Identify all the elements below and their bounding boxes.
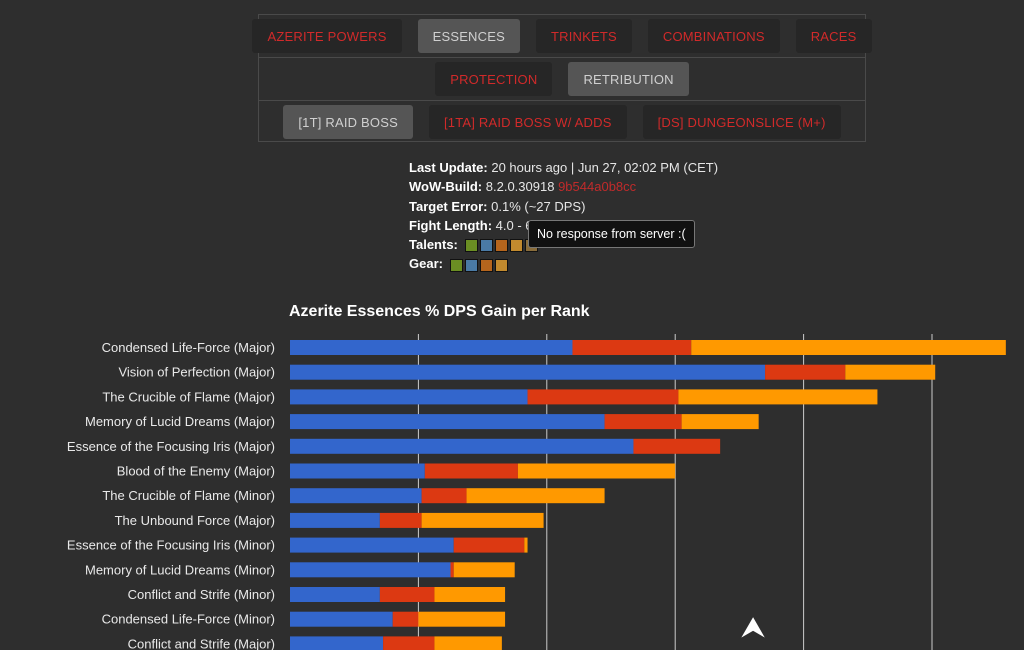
chart-title: Azerite Essences % DPS Gain per Rank <box>289 303 590 320</box>
bar-segment-rank-3[interactable] <box>681 414 759 430</box>
bar-segment-rank-2[interactable] <box>379 512 422 528</box>
bar-segment-rank-2[interactable] <box>453 537 525 553</box>
bar-segment-rank-1[interactable] <box>290 364 766 380</box>
scroll-to-top-icon[interactable]: ⮝ <box>742 612 765 642</box>
bar-segment-rank-3[interactable] <box>678 389 878 405</box>
category-label: Condensed Life-Force (Major) <box>102 340 275 355</box>
bar-segment-rank-3[interactable] <box>845 364 936 380</box>
chart-category-labels: Condensed Life-Force (Major) Vision of Pe… <box>67 340 275 650</box>
bar-segment-rank-1[interactable] <box>290 537 454 553</box>
nav-button-essences[interactable]: ESSENCES <box>417 19 520 53</box>
bar-segment-rank-2[interactable] <box>450 562 454 578</box>
nav-button-protection[interactable]: PROTECTION <box>435 62 553 96</box>
category-label: Essence of the Focusing Iris (Major) <box>67 439 275 454</box>
bar-segment-rank-3[interactable] <box>453 562 515 578</box>
bar-segment-rank-1[interactable] <box>290 562 451 578</box>
talents-label: Talents: <box>409 237 458 253</box>
fight-length-label: Fight Length: <box>409 217 493 233</box>
talent-icons <box>464 239 538 253</box>
nav-button-retribution[interactable]: RETRIBUTION <box>568 62 689 96</box>
talent-icon-1[interactable] <box>464 239 478 253</box>
last-update-line: Last Update: 20 hours ago | Jun 27, 02:0… <box>409 158 718 177</box>
category-label: Condensed Life-Force (Minor) <box>102 612 275 627</box>
nav-button-1ta-raid-boss-w-adds[interactable]: [1TA] RAID BOSS W/ ADDS <box>428 105 627 139</box>
wow-build-label: WoW-Build: <box>409 179 483 195</box>
last-update-value: 20 hours ago | Jun 27, 02:02 PM (CET) <box>491 160 719 175</box>
gear-label: Gear: <box>409 256 443 272</box>
last-update-label: Last Update: <box>409 160 488 175</box>
essence-dps-chart: Azerite Essences % DPS Gain per Rank Con… <box>67 303 1006 650</box>
build-hash-link[interactable]: 9b544a0b8cc <box>558 179 637 195</box>
bar-segment-rank-3[interactable] <box>524 537 528 553</box>
nav-button-azerite-powers[interactable]: AZERITE POWERS <box>252 19 402 53</box>
bar-segment-rank-3[interactable] <box>691 340 1006 355</box>
wow-build-value: 8.2.0.30918 <box>485 179 555 195</box>
category-label: Essence of the Focusing Iris (Minor) <box>67 538 275 553</box>
bar-segment-rank-2[interactable] <box>421 488 467 504</box>
talents-line: Talents: <box>409 235 718 254</box>
bar-segment-rank-2[interactable] <box>424 463 518 479</box>
category-label: Blood of the Enemy (Major) <box>117 464 275 479</box>
bar-segment-rank-1[interactable] <box>290 512 380 528</box>
tooltip: No response from server :( <box>528 220 695 248</box>
category-label: Vision of Perfection (Major) <box>118 365 275 380</box>
gear-line: Gear: <box>409 254 718 273</box>
gear-item-icon-3[interactable] <box>479 258 493 272</box>
nav-button-combinations[interactable]: COMBINATIONS <box>647 19 780 53</box>
bar-segment-rank-1[interactable] <box>290 438 634 454</box>
target-error-value: 0.1% (~27 DPS) <box>491 198 586 214</box>
category-label: The Crucible of Flame (Minor) <box>102 488 275 503</box>
chart-bars <box>290 340 1006 650</box>
simulation-info: Last Update: 20 hours ago | Jun 27, 02:0… <box>409 158 718 274</box>
bar-segment-rank-1[interactable] <box>290 488 422 504</box>
nav-button-ds-dungeonslice-m[interactable]: [DS] DUNGEONSLICE (M+) <box>642 105 841 139</box>
bar-segment-rank-2[interactable] <box>765 364 846 380</box>
navigation-panel: AZERITE POWERS ESSENCES TRINKETS COMBINATIO… <box>252 14 872 143</box>
category-label: Conflict and Strife (Minor) <box>128 587 275 602</box>
category-label: The Unbound Force (Major) <box>115 513 275 528</box>
fight-length-value: 4.0 - 6 <box>495 217 533 233</box>
bar-segment-rank-2[interactable] <box>383 636 435 650</box>
category-label: The Crucible of Flame (Major) <box>102 389 275 404</box>
nav-row-analysis-type: AZERITE POWERS ESSENCES TRINKETS COMBINATIO… <box>252 15 872 57</box>
bar-segment-rank-1[interactable] <box>290 636 384 650</box>
bar-segment-rank-3[interactable] <box>434 636 502 650</box>
talent-icon-4[interactable] <box>509 239 523 253</box>
gear-icons <box>449 258 508 272</box>
bar-segment-rank-3[interactable] <box>418 611 506 627</box>
talent-icon-2[interactable] <box>479 239 493 253</box>
talent-icon-3[interactable] <box>494 239 508 253</box>
gear-item-icon-4[interactable] <box>494 258 508 272</box>
category-label: Memory of Lucid Dreams (Major) <box>85 414 275 429</box>
nav-row-spec: PROTECTION RETRIBUTION <box>259 57 865 100</box>
bar-segment-rank-2[interactable] <box>379 587 435 602</box>
target-error-line: Target Error: 0.1% (~27 DPS) <box>409 197 718 216</box>
target-error-label: Target Error: <box>409 198 488 214</box>
category-label: Conflict and Strife (Major) <box>128 636 275 650</box>
category-label: Memory of Lucid Dreams (Minor) <box>85 562 275 577</box>
bar-segment-rank-2[interactable] <box>392 611 419 627</box>
wow-build-line: WoW-Build: 8.2.0.30918 9b544a0b8cc <box>409 177 718 196</box>
bar-segment-rank-1[interactable] <box>290 414 605 430</box>
nav-button-1t-raid-boss[interactable]: [1T] RAID BOSS <box>283 105 413 139</box>
nav-button-races[interactable]: RACES <box>795 19 872 53</box>
bar-segment-rank-2[interactable] <box>572 340 692 355</box>
gear-item-icon-2[interactable] <box>464 258 478 272</box>
bar-segment-rank-3[interactable] <box>517 463 676 479</box>
bar-segment-rank-3[interactable] <box>466 488 605 504</box>
nav-button-trinkets[interactable]: TRINKETS <box>535 19 632 53</box>
bar-segment-rank-1[interactable] <box>290 611 393 627</box>
bar-segment-rank-1[interactable] <box>290 389 528 405</box>
fight-length-line: Fight Length: 4.0 - 6 <box>409 216 718 235</box>
bar-segment-rank-1[interactable] <box>290 587 380 602</box>
gear-item-icon-1[interactable] <box>449 258 463 272</box>
bar-segment-rank-2[interactable] <box>604 414 682 430</box>
bar-segment-rank-2[interactable] <box>527 389 679 405</box>
bar-segment-rank-1[interactable] <box>290 463 425 479</box>
bar-segment-rank-2[interactable] <box>633 438 721 454</box>
bar-segment-rank-1[interactable] <box>290 340 573 355</box>
bar-segment-rank-3[interactable] <box>421 512 544 528</box>
nav-row-fight-style: [1T] RAID BOSS [1TA] RAID BOSS W/ ADDS [DS… <box>259 100 865 143</box>
bar-segment-rank-3[interactable] <box>434 587 506 602</box>
